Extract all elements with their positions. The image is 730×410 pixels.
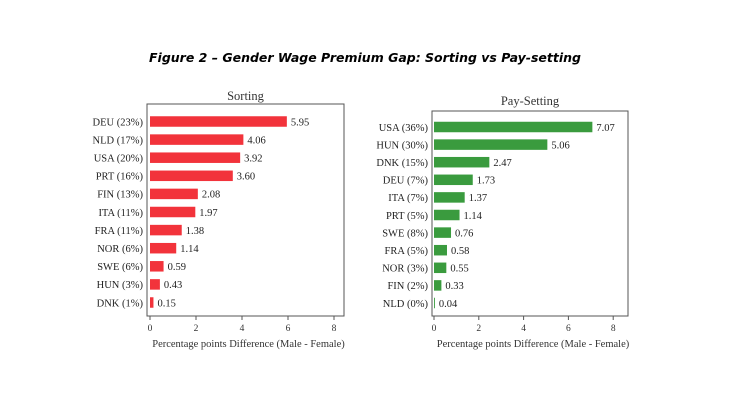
pay-setting-bar	[434, 139, 548, 150]
sorting-value-label: 0.15	[157, 298, 175, 309]
pay-setting-bar	[434, 280, 442, 291]
pay-setting-category-label: DEU (7%)	[383, 176, 429, 187]
sorting-bar	[150, 206, 196, 218]
sorting-value-label: 1.38	[186, 226, 204, 237]
pay-setting-value-label: 0.76	[455, 228, 473, 239]
pay-setting-bar	[434, 174, 473, 186]
sorting-value-label: 1.14	[180, 244, 199, 255]
sorting-x-tick-label: 0	[148, 324, 153, 334]
pay-setting-bar	[434, 156, 490, 168]
pay-setting-x-tick-label: 4	[521, 324, 526, 334]
pay-setting-bar	[434, 121, 593, 133]
sorting-value-label: 0.59	[168, 262, 186, 273]
pay-setting-bar	[434, 262, 447, 274]
sorting-value-label: 4.06	[247, 135, 265, 146]
pay-setting-bar	[434, 227, 452, 238]
sorting-category-label: NOR (6%)	[97, 244, 143, 255]
sorting-bar	[150, 152, 241, 163]
sorting-category-label: FIN (13%)	[97, 190, 143, 201]
pay-setting-value-label: 1.73	[477, 176, 495, 187]
sorting-bar	[150, 170, 233, 182]
sorting-category-label: PRT (16%)	[96, 172, 144, 183]
sorting-x-tick-label: 4	[240, 324, 245, 334]
sorting-bar	[150, 116, 287, 127]
sorting-plot-frame	[146, 103, 345, 317]
pay-setting-category-label: USA (36%)	[379, 123, 429, 134]
pay-setting-bar	[434, 192, 465, 203]
pay-setting-value-label: 5.06	[551, 140, 569, 151]
sorting-x-tick-label: 8	[332, 324, 337, 334]
sorting-category-label: ITA (11%)	[98, 208, 143, 219]
sorting-category-label: SWE (6%)	[97, 262, 143, 273]
pay-setting-category-label: HUN (30%)	[376, 140, 428, 151]
sorting-value-label: 0.43	[164, 280, 182, 291]
sorting-category-label: FRA (11%)	[95, 226, 144, 237]
sorting-category-label: DEU (23%)	[93, 117, 144, 128]
pay-setting-bar	[434, 244, 447, 256]
sorting-title: Sorting	[227, 89, 265, 103]
sorting-value-label: 2.08	[202, 190, 220, 201]
pay-setting-category-label: DNK (15%)	[376, 158, 428, 169]
pay-setting-title: Pay-Setting	[501, 94, 560, 108]
sorting-value-label: 3.60	[237, 172, 255, 183]
sorting-bar	[150, 297, 154, 308]
sorting-chart: Sorting DEU (23%) 5.95 NLD (17%) 4.06 USA (20…	[93, 89, 346, 350]
pay-setting-category-label: SWE (8%)	[382, 228, 428, 239]
sorting-value-label: 5.95	[291, 117, 309, 128]
sorting-category-label: DNK (1%)	[97, 298, 144, 309]
pay-setting-value-label: 0.58	[451, 246, 469, 257]
sorting-bar	[150, 242, 177, 254]
pay-setting-bar	[434, 209, 460, 221]
sorting-x-tick-label: 2	[194, 324, 199, 334]
sorting-bar	[150, 279, 160, 290]
pay-setting-category-label: FRA (5%)	[385, 246, 429, 257]
pay-setting-x-tick-label: 6	[566, 324, 571, 334]
sorting-category-label: NLD (17%)	[93, 135, 144, 146]
pay-setting-value-label: 0.55	[450, 264, 468, 275]
sorting-x-tick-label: 6	[286, 324, 291, 334]
sorting-bar	[150, 224, 182, 236]
pay-setting-value-label: 0.33	[445, 281, 463, 292]
sorting-category-label: HUN (3%)	[97, 280, 144, 291]
sorting-category-label: USA (20%)	[94, 154, 144, 165]
pay-setting-value-label: 1.14	[464, 211, 483, 222]
pay-setting-category-label: NOR (3%)	[382, 264, 428, 275]
figure-title: Figure 2 – Gender Wage Premium Gap: Sort…	[149, 50, 581, 65]
pay-setting-category-label: ITA (7%)	[388, 193, 428, 204]
pay-setting-value-label: 7.07	[596, 123, 614, 134]
pay-setting-x-tick-label: 8	[611, 324, 616, 334]
pay-setting-value-label: 2.47	[493, 158, 511, 169]
pay-setting-x-axis-label: Percentage points Difference (Male - Fem…	[437, 339, 630, 350]
pay-setting-value-label: 0.04	[439, 299, 458, 310]
pay-setting-category-label: FIN (2%)	[387, 281, 428, 292]
sorting-bar	[150, 188, 198, 200]
pay-setting-chart: Pay-Setting USA (36%) 7.07 HUN (30%) 5.06 DNK…	[376, 94, 629, 350]
pay-setting-category-label: NLD (0%)	[383, 299, 429, 310]
pay-setting-x-tick-label: 0	[432, 324, 437, 334]
sorting-bar	[150, 261, 164, 272]
pay-setting-category-label: PRT (5%)	[386, 211, 429, 222]
pay-setting-value-label: 1.37	[469, 193, 487, 204]
sorting-bar	[150, 134, 244, 145]
sorting-x-axis-label: Percentage points Difference (Male - Fem…	[152, 339, 345, 350]
sorting-value-label: 1.97	[199, 208, 217, 219]
pay-setting-bar	[434, 297, 435, 309]
pay-setting-plot-frame	[431, 110, 629, 317]
sorting-value-label: 3.92	[244, 154, 262, 165]
pay-setting-x-tick-label: 2	[476, 324, 481, 334]
